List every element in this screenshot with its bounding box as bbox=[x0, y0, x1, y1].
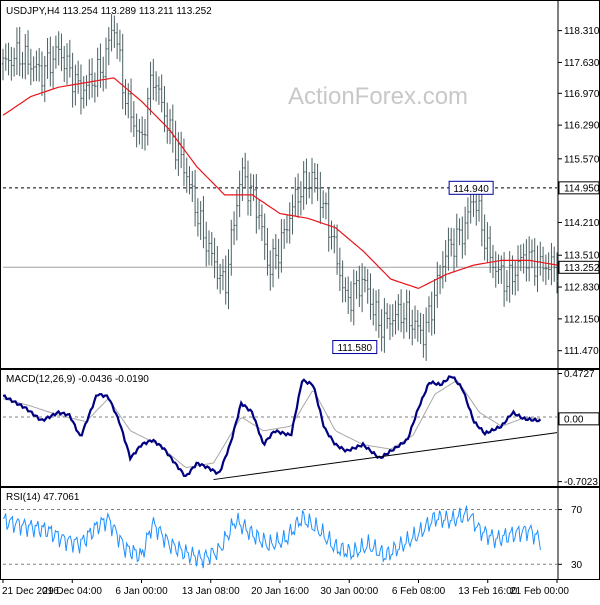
macd-highlight-box bbox=[558, 412, 600, 426]
macd-main-line bbox=[2, 375, 542, 478]
price-title: USDJPY,H4 113.254 113.289 113.211 113.25… bbox=[6, 6, 212, 17]
price-tick-label: 114.950 bbox=[564, 183, 600, 194]
watermark-text: ActionForex.com bbox=[288, 83, 468, 110]
macd-signal-line bbox=[2, 380, 541, 469]
x-tick-label: 29 Dec 04:00 bbox=[43, 586, 103, 597]
panel-frame-1 bbox=[0, 0, 600, 370]
rsi-tick-label: 30 bbox=[571, 560, 583, 571]
price-tick-label: 114.210 bbox=[564, 218, 600, 229]
x-tick-label: 6 Feb 08:00 bbox=[392, 586, 446, 597]
annotation-label: 111.580 bbox=[337, 343, 372, 354]
price-tick-label: 112.830 bbox=[564, 283, 600, 294]
rsi-line bbox=[2, 505, 541, 569]
price-highlight-box bbox=[558, 181, 600, 195]
x-tick-label: 13 Jan 08:00 bbox=[182, 586, 240, 597]
x-tick-label: 30 Jan 00:00 bbox=[320, 586, 378, 597]
x-tick-label: 21 Dec 2016 bbox=[2, 586, 59, 597]
rsi-title: RSI(14) 47.7061 bbox=[6, 492, 80, 503]
price-tick-label: 117.630 bbox=[564, 58, 600, 69]
macd-trendline bbox=[213, 432, 558, 481]
x-tick-label: 13 Feb 16:00 bbox=[458, 586, 517, 597]
price-tick-label: 115.570 bbox=[564, 154, 600, 165]
price-tick-label: 112.150 bbox=[564, 314, 600, 325]
price-tick-label: 118.310 bbox=[564, 26, 600, 37]
x-tick-label: 20 Jan 16:00 bbox=[251, 586, 309, 597]
moving-average-line bbox=[2, 77, 558, 290]
price-tick-label: 113.510 bbox=[564, 251, 600, 262]
annotation-label: 114.940 bbox=[453, 184, 489, 195]
price-tick-label: 111.470 bbox=[564, 346, 599, 357]
price-tick-label: 113.252 bbox=[564, 263, 600, 274]
macd-tick-label: 0.4727 bbox=[564, 369, 595, 380]
macd-title: MACD(12,26,9) -0.0436 -0.0190 bbox=[6, 374, 149, 385]
macd-tick-label: -0.7023 bbox=[564, 477, 598, 488]
x-tick-label: 21 Feb 00:00 bbox=[510, 586, 569, 597]
annotation-box bbox=[332, 340, 378, 355]
rsi-tick-label: 70 bbox=[571, 505, 583, 516]
annotation-box bbox=[448, 180, 494, 195]
macd-tick-label: 0.00 bbox=[564, 414, 584, 425]
price-tick-label: 116.290 bbox=[564, 121, 600, 132]
price-highlight-box bbox=[558, 260, 600, 274]
ohlc-bars bbox=[1, 14, 559, 361]
price-tick-label: 116.970 bbox=[564, 89, 600, 100]
x-tick-label: 6 Jan 00:00 bbox=[115, 586, 168, 597]
